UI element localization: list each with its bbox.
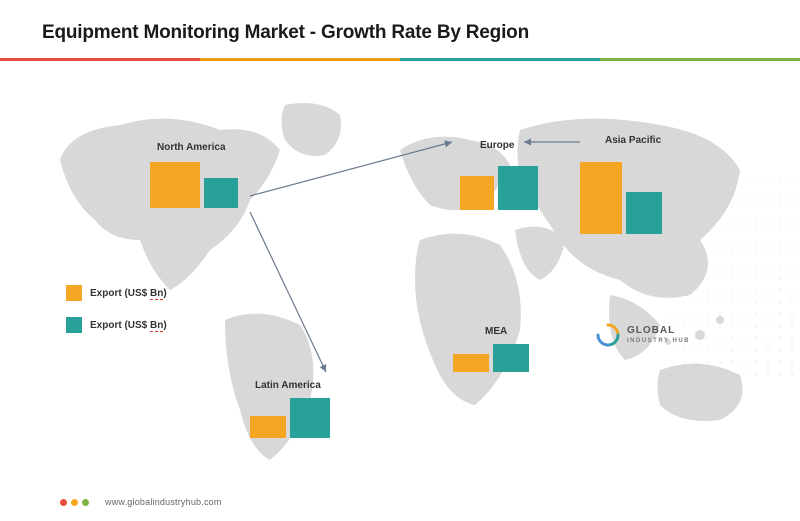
bar-asia-pacific-0 <box>580 162 622 234</box>
legend-text-plain: Export (US$ <box>90 320 150 331</box>
footer-dot-3 <box>82 499 89 506</box>
brand-line1: GLOBAL <box>627 326 690 336</box>
bar-north-america-0 <box>150 162 200 208</box>
region-label-north-america: North America <box>157 142 226 153</box>
footer-dot-1 <box>60 499 67 506</box>
footer-url: www.globalindustryhub.com <box>105 497 222 507</box>
brand-text: GLOBAL INDUSTRY HUB <box>627 326 690 344</box>
bar-latin-america-0 <box>250 416 286 438</box>
legend-label-1: Export (US$ Bn) <box>90 288 167 299</box>
brand-line2: INDUSTRY HUB <box>627 338 690 344</box>
region-label-europe: Europe <box>480 140 514 151</box>
bar-mea-0 <box>453 354 489 372</box>
footer-dot-2 <box>71 499 78 506</box>
bar-north-america-1 <box>204 178 238 208</box>
legend: Export (US$ Bn) Export (US$ Bn) <box>66 285 167 349</box>
footer: www.globalindustryhub.com <box>60 497 222 507</box>
legend-swatch-orange <box>66 285 82 301</box>
legend-text-underline: Bn <box>150 288 163 300</box>
bar-mea-1 <box>493 344 529 372</box>
legend-swatch-teal <box>66 317 82 333</box>
footer-dots <box>60 499 89 506</box>
stripe-seg-2 <box>200 58 400 61</box>
bar-pair-asia-pacific <box>580 162 662 234</box>
bar-pair-latin-america <box>250 398 330 438</box>
legend-item-1: Export (US$ Bn) <box>66 285 167 301</box>
brand-swirl-icon <box>595 322 621 348</box>
title-underline-stripe <box>0 58 800 61</box>
legend-label-2: Export (US$ Bn) <box>90 320 167 331</box>
region-label-mea: MEA <box>485 326 507 337</box>
decorative-dot-pattern <box>670 180 800 380</box>
stripe-seg-3 <box>400 58 600 61</box>
stripe-seg-4 <box>600 58 800 61</box>
infographic-canvas: Equipment Monitoring Market - Growth Rat… <box>0 0 800 521</box>
region-label-asia-pacific: Asia Pacific <box>605 135 661 146</box>
bar-europe-0 <box>460 176 494 210</box>
bar-pair-mea <box>453 344 529 372</box>
bar-asia-pacific-1 <box>626 192 662 234</box>
stripe-seg-1 <box>0 58 200 61</box>
legend-text-tail: ) <box>163 320 166 331</box>
bar-pair-europe <box>460 166 538 210</box>
legend-text-underline: Bn <box>150 320 163 332</box>
page-title: Equipment Monitoring Market - Growth Rat… <box>42 22 529 44</box>
bar-latin-america-1 <box>290 398 330 438</box>
region-label-latin-america: Latin America <box>255 380 321 391</box>
brand-logo: GLOBAL INDUSTRY HUB <box>595 322 690 348</box>
bar-pair-north-america <box>150 162 238 208</box>
legend-item-2: Export (US$ Bn) <box>66 317 167 333</box>
legend-text-plain: Export (US$ <box>90 288 150 299</box>
bar-europe-1 <box>498 166 538 210</box>
legend-text-tail: ) <box>163 288 166 299</box>
